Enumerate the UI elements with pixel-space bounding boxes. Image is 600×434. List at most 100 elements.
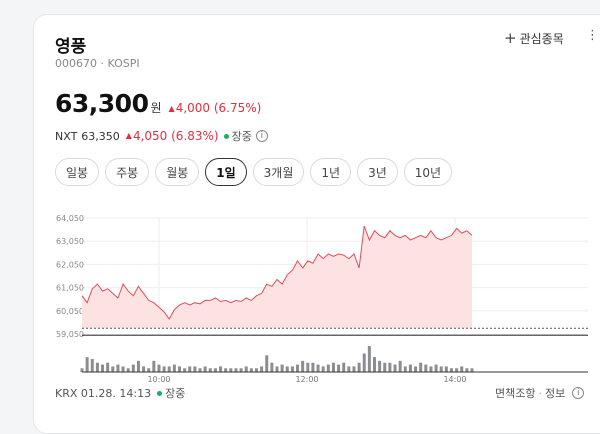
volume-bar: [90, 359, 94, 372]
more-options-icon[interactable]: ⋮: [586, 28, 599, 43]
volume-bar: [142, 366, 146, 372]
volume-bar: [116, 364, 120, 372]
volume-bar: [444, 366, 448, 372]
info-link[interactable]: 정보: [544, 387, 566, 400]
volume-bar: [85, 357, 89, 372]
volume-bar: [219, 366, 223, 372]
volume-bar: [101, 364, 105, 372]
tab-7[interactable]: 10년: [403, 158, 453, 186]
source-time: KRX 01.28. 14:13: [55, 386, 152, 400]
volume-bar: [126, 368, 130, 372]
volume-bar: [337, 364, 341, 372]
volume-bar: [244, 366, 248, 372]
price-chart: 64,050 63,050 62,050 61,050 60,050 59,050 10:…: [56, 214, 588, 383]
volume-bar: [270, 362, 274, 372]
volume-bar: [229, 368, 233, 372]
volume-bar: [398, 360, 402, 372]
volume-bar: [439, 366, 443, 372]
tab-1[interactable]: 주봉: [105, 158, 150, 186]
volume-bar: [455, 368, 459, 372]
volume-bar: [419, 362, 423, 372]
live-dot-icon: [223, 133, 229, 139]
tab-2[interactable]: 월봉: [155, 158, 200, 186]
volume-bar: [424, 364, 428, 372]
x-tick-label: 10:00: [147, 375, 170, 383]
tab-5[interactable]: 1년: [310, 158, 352, 186]
volume-bar: [357, 362, 361, 372]
tab-6[interactable]: 3년: [357, 158, 398, 186]
volume-bar: [136, 360, 140, 372]
volume-bar: [280, 364, 284, 372]
nxt-change: 4,050 (6.83%): [132, 129, 219, 143]
price-line: [81, 225, 473, 320]
volume-bar: [203, 366, 207, 372]
info-icon[interactable]: i: [572, 387, 585, 399]
nxt-status: 장중: [231, 130, 252, 143]
volume-bar: [95, 362, 99, 372]
volume-bar: [429, 366, 433, 372]
y-tick-label: 63,050: [56, 237, 84, 246]
volume-bar: [378, 360, 382, 372]
volume-bar: [347, 366, 351, 372]
volume-bar: [106, 362, 110, 372]
footer-status: 장중: [165, 387, 186, 400]
volume-bar: [321, 366, 325, 372]
nxt-label: NXT: [55, 129, 78, 143]
nxt-price: 63,350: [81, 129, 120, 143]
volume-bar: [373, 357, 376, 372]
watchlist-label: 관심종목: [519, 31, 564, 46]
nxt-row: NXT 63,350 ▲ 4,050 (6.83%) 장중 i: [55, 128, 268, 144]
volume-bar: [131, 364, 135, 372]
tab-0[interactable]: 일봉: [55, 158, 100, 186]
plus-icon: +: [504, 29, 517, 47]
volume-bar: [403, 366, 407, 372]
price-unit: 원: [150, 101, 162, 115]
y-tick-label: 61,050: [56, 284, 84, 293]
volume-bar: [183, 368, 187, 372]
volume-bar: [208, 368, 212, 372]
volume-bar: [198, 368, 202, 372]
info-icon[interactable]: i: [255, 130, 268, 142]
volume-bar: [290, 366, 294, 372]
volume-bar: [388, 362, 392, 372]
volume-bars: [80, 346, 474, 372]
volume-bar: [254, 368, 258, 372]
price-row: 63,300 원 ▲ 4,000 (6.75%): [55, 89, 261, 118]
volume-bar: [188, 366, 192, 372]
volume-bar: [306, 362, 310, 372]
volume-bar: [311, 362, 315, 372]
volume-bar: [367, 346, 371, 372]
volume-bar: [449, 368, 453, 372]
tab-3[interactable]: 1일: [205, 158, 247, 186]
up-triangle-icon: ▲: [168, 104, 175, 113]
add-watchlist-button[interactable]: + 관심종목: [504, 29, 564, 47]
footer-left: KRX 01.28. 14:13 장중: [55, 385, 185, 401]
volume-bar: [157, 364, 161, 372]
volume-bar: [393, 364, 397, 372]
volume-bar: [193, 366, 197, 372]
volume-bar: [352, 366, 356, 372]
volume-bar: [80, 368, 84, 372]
volume-bar: [152, 360, 156, 372]
volume-bar: [470, 368, 474, 372]
volume-bar: [465, 368, 469, 372]
x-axis-labels: 10:00 12:00 14:00: [147, 375, 466, 383]
volume-bar: [172, 364, 176, 372]
volume-bar: [213, 368, 217, 372]
current-price: 63,300: [55, 89, 149, 118]
stock-card: 영풍 000670 · KOSPI + 관심종목 ⋮ 63,300 원 ▲ 4,…: [33, 14, 600, 434]
volume-bar: [460, 366, 464, 372]
y-tick-label: 60,050: [56, 307, 84, 316]
live-dot-icon: [157, 390, 163, 396]
volume-bar: [178, 366, 181, 372]
disclaimer-link[interactable]: 면책조항: [495, 387, 536, 400]
volume-bar: [362, 353, 366, 372]
volume-bar: [167, 366, 171, 372]
volume-bar: [301, 360, 305, 372]
volume-bar: [147, 368, 151, 372]
footer-right: 면책조항 · 정보 i: [495, 385, 585, 401]
tab-4[interactable]: 3개월: [252, 158, 305, 186]
separator: ·: [538, 386, 542, 400]
volume-bar: [408, 364, 412, 372]
volume-bar: [434, 364, 438, 372]
